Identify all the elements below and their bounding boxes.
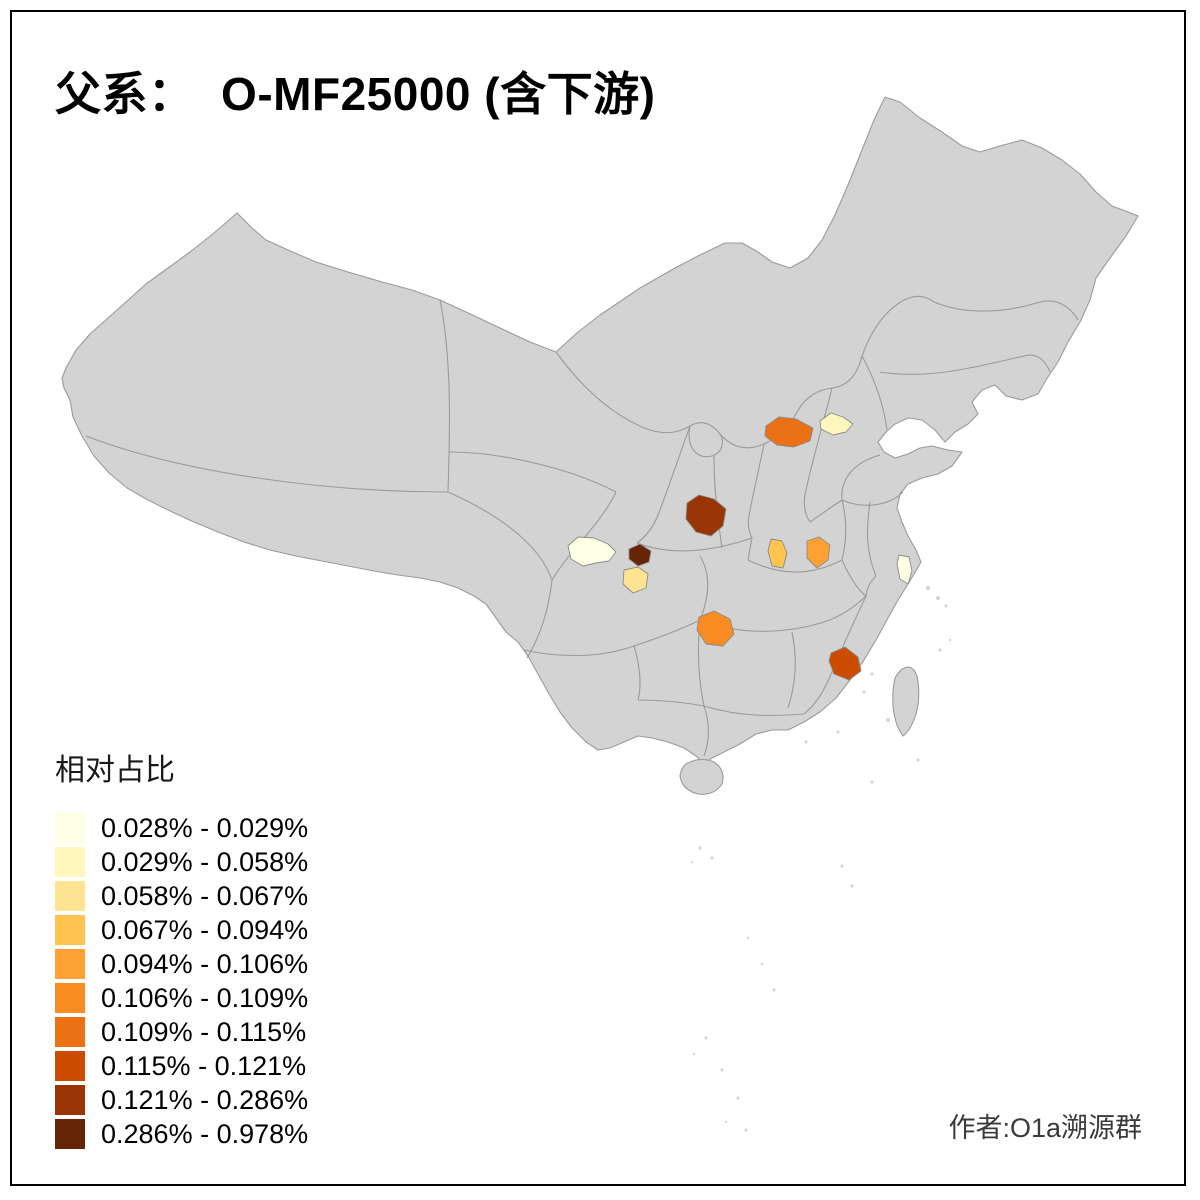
legend-label: 0.058% - 0.067%	[101, 881, 309, 911]
legend-swatch	[55, 847, 85, 877]
island-dot	[720, 1068, 724, 1072]
highlighted-region	[622, 566, 649, 594]
island-dot	[944, 604, 948, 608]
province-borders	[85, 295, 1079, 757]
taiwan-island	[892, 666, 920, 737]
island-dot	[736, 1096, 740, 1100]
island-dot	[936, 596, 940, 600]
island-dot	[724, 1120, 728, 1124]
legend-item: 0.121% - 0.286%	[55, 1083, 308, 1117]
legend-item: 0.106% - 0.109%	[55, 981, 308, 1015]
legend-label: 0.115% - 0.121%	[101, 1051, 307, 1081]
legend-swatch	[55, 1085, 85, 1115]
highlighted-regions	[567, 412, 913, 681]
highlighted-region	[685, 494, 727, 537]
page-title: 父系： O-MF25000 (含下游)	[55, 68, 656, 120]
legend-swatch	[55, 881, 85, 911]
sea-islands	[690, 586, 952, 1132]
legend-swatch	[55, 949, 85, 979]
legend-label: 0.106% - 0.109%	[101, 983, 309, 1013]
legend-swatch	[55, 915, 85, 945]
island-dot	[760, 962, 764, 966]
island-dot	[698, 846, 702, 850]
island-dot	[926, 586, 930, 590]
legend-label: 0.094% - 0.106%	[101, 949, 309, 979]
highlighted-region	[819, 412, 854, 436]
attribution: 作者:O1a溯源群	[948, 1113, 1142, 1143]
island-dot	[710, 856, 714, 860]
island-dot	[772, 988, 776, 992]
highlighted-region	[767, 538, 788, 569]
legend-item: 0.115% - 0.121%	[55, 1049, 308, 1083]
island-dot	[870, 672, 874, 676]
island-dot	[690, 860, 694, 864]
highlighted-region	[628, 543, 652, 567]
legend-label: 0.067% - 0.094%	[101, 915, 309, 945]
island-dot	[840, 864, 844, 868]
legend-label: 0.121% - 0.286%	[101, 1085, 309, 1115]
legend-item: 0.286% - 0.978%	[55, 1117, 308, 1151]
legend-label: 0.028% - 0.029%	[101, 813, 309, 843]
legend-item: 0.067% - 0.094%	[55, 913, 308, 947]
legend-label: 0.029% - 0.058%	[101, 847, 309, 877]
island-dot	[692, 1052, 696, 1056]
highlighted-region	[806, 536, 831, 569]
legend: 相对占比 0.028% - 0.029% 0.029% - 0.058% 0.0…	[55, 745, 308, 1151]
hainan-island	[679, 758, 724, 795]
island-dot	[836, 730, 840, 734]
highlighted-region	[696, 610, 735, 647]
island-dot	[746, 936, 750, 940]
island-dot	[850, 884, 854, 888]
legend-item: 0.029% - 0.058%	[55, 845, 308, 879]
island-dot	[862, 690, 866, 694]
highlighted-region	[828, 646, 862, 681]
highlighted-region	[567, 536, 617, 567]
map-base	[61, 96, 1139, 1132]
highlighted-region	[896, 554, 913, 585]
legend-swatch	[55, 983, 85, 1013]
legend-swatch	[55, 1017, 85, 1047]
legend-label: 0.286% - 0.978%	[101, 1119, 309, 1149]
legend-title: 相对占比	[55, 754, 175, 787]
island-dot	[886, 718, 890, 722]
legend-item: 0.058% - 0.067%	[55, 879, 308, 913]
island-dot	[870, 780, 874, 784]
legend-item: 0.094% - 0.106%	[55, 947, 308, 981]
island-dot	[916, 758, 920, 762]
legend-item: 0.028% - 0.029%	[55, 811, 308, 845]
legend-swatch	[55, 1051, 85, 1081]
island-dot	[938, 648, 942, 652]
legend-label: 0.109% - 0.115%	[101, 1017, 307, 1047]
island-dot	[804, 740, 808, 744]
highlighted-region	[764, 416, 814, 448]
island-dot	[704, 1036, 708, 1040]
legend-swatch	[55, 1119, 85, 1149]
china-outline	[61, 96, 1139, 765]
legend-swatch	[55, 813, 85, 843]
island-dot	[744, 1128, 748, 1132]
legend-item: 0.109% - 0.115%	[55, 1015, 308, 1049]
island-dot	[948, 638, 952, 642]
